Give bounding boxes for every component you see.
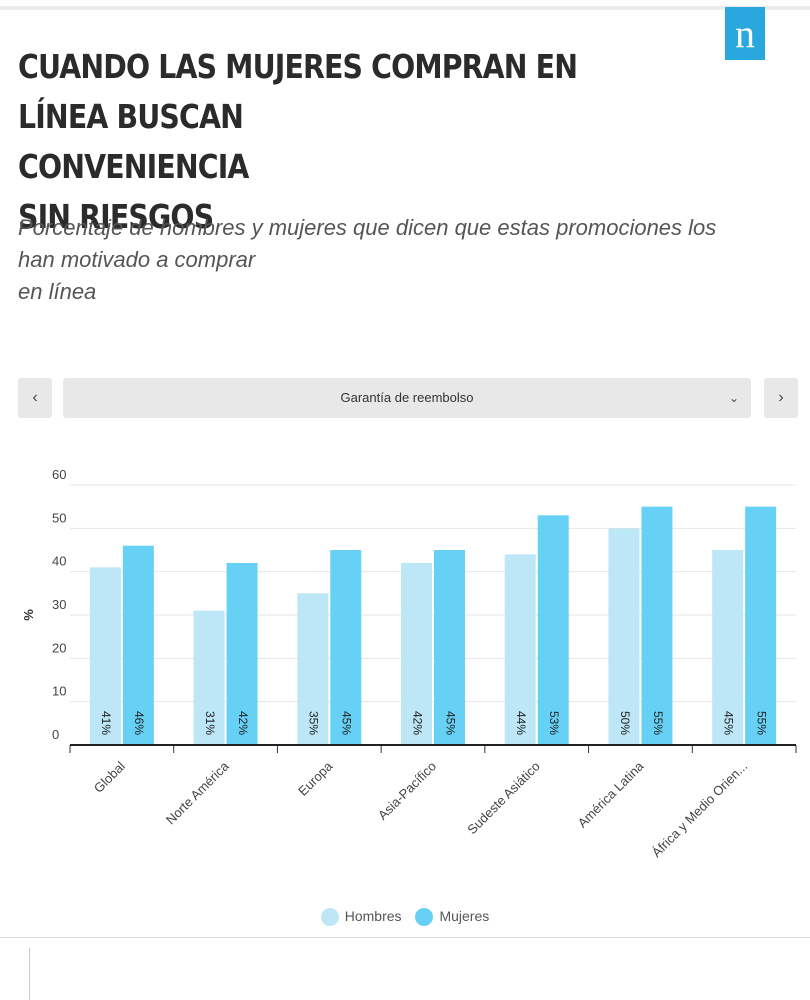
bar-hombres <box>297 593 329 745</box>
data-label: 45% <box>443 711 457 735</box>
bar-hombres <box>193 610 225 745</box>
legend-label-hombres: Hombres <box>344 908 402 924</box>
bar-hombres <box>401 563 432 745</box>
data-label: 31% <box>203 711 217 735</box>
legend-item-hombres[interactable]: Hombres <box>320 908 402 927</box>
legend-label-mujeres: Mujeres <box>439 908 490 924</box>
x-tick-label: Asia-Pacífico <box>375 759 439 823</box>
legend-item-mujeres[interactable]: Mujeres <box>415 908 490 927</box>
bar-mujeres <box>226 563 258 745</box>
title-line: SIN RIESGOS <box>18 197 214 236</box>
chart-title: CUANDO LAS MUJERES COMPRAN EN LÍNEA BUSC… <box>18 42 620 242</box>
next-button[interactable]: › <box>764 378 798 418</box>
chevron-left-icon: ‹ <box>32 389 38 406</box>
data-label: 45% <box>721 711 735 735</box>
top-rule <box>0 6 810 10</box>
bar-mujeres <box>641 506 673 745</box>
y-tick-label: 20 <box>52 640 66 655</box>
data-label: 42% <box>236 711 250 735</box>
data-label: 35% <box>307 711 321 735</box>
chart-subtitle: Porcentaje de hombres y mujeres que dice… <box>18 212 788 308</box>
data-label: 42% <box>410 711 424 735</box>
chevron-down-icon: ⌄ <box>728 391 739 405</box>
bar-hombres <box>608 528 640 745</box>
bar-chart: 0 10 20 30 40 50 60% 41% 46% Global 31% 42% Norte Am… <box>21 467 797 861</box>
title-line: CONVENIENCIA <box>18 147 249 186</box>
data-label: 41% <box>99 711 113 735</box>
x-tick-label: Europa <box>295 758 336 799</box>
subtitle-line: han motivado a comprar <box>18 247 256 272</box>
bar-hombres <box>504 554 536 745</box>
data-label: 46% <box>132 711 146 735</box>
promotion-select[interactable]: Garantía de reembolso ⌄ <box>63 378 751 418</box>
x-tick-label: América Latina <box>575 758 647 830</box>
chevron-right-icon: › <box>778 389 784 406</box>
bar-hombres <box>712 550 744 745</box>
bar-mujeres <box>122 545 154 745</box>
legend-swatch-hombres <box>320 908 339 927</box>
data-label: 50% <box>618 711 632 735</box>
bar-mujeres <box>537 515 569 745</box>
y-tick-label: 50 <box>52 510 66 525</box>
y-tick-label: 40 <box>52 554 66 569</box>
y-tick-label: 30 <box>52 597 66 612</box>
y-tick-label: 10 <box>52 684 66 699</box>
data-label: 55% <box>651 711 665 735</box>
bar-mujeres <box>434 550 465 745</box>
promotion-select-value: Garantía de reembolso <box>340 390 474 405</box>
bar-mujeres <box>745 506 777 745</box>
data-label: 45% <box>340 711 354 735</box>
title-line: CUANDO LAS MUJERES COMPRAN EN LÍNEA BUSC… <box>18 47 578 136</box>
bottom-divider <box>29 948 30 1000</box>
brand-logo: n <box>725 7 765 60</box>
y-tick-label: 60 <box>52 467 66 482</box>
bar-mujeres <box>330 550 362 745</box>
legend: Hombres Mujeres <box>0 908 810 927</box>
data-label: 53% <box>547 711 561 735</box>
x-tick-label: Norte América <box>163 758 232 827</box>
previous-button[interactable]: ‹ <box>18 378 52 418</box>
data-label: 44% <box>514 711 528 735</box>
bar-hombres <box>89 567 121 745</box>
x-tick-label: Global <box>91 758 128 795</box>
x-tick-label: África y Medio Orien... <box>649 759 751 861</box>
subtitle-line: Porcentaje de hombres y mujeres que dice… <box>18 215 717 240</box>
data-label: 55% <box>754 711 768 735</box>
y-axis-label: % <box>21 609 36 621</box>
x-tick-label: Sudeste Asiático <box>464 759 543 838</box>
legend-swatch-mujeres <box>415 908 434 927</box>
subtitle-line: en línea <box>18 279 97 304</box>
y-tick-label: 0 <box>52 727 59 742</box>
bottom-rule <box>0 937 810 938</box>
